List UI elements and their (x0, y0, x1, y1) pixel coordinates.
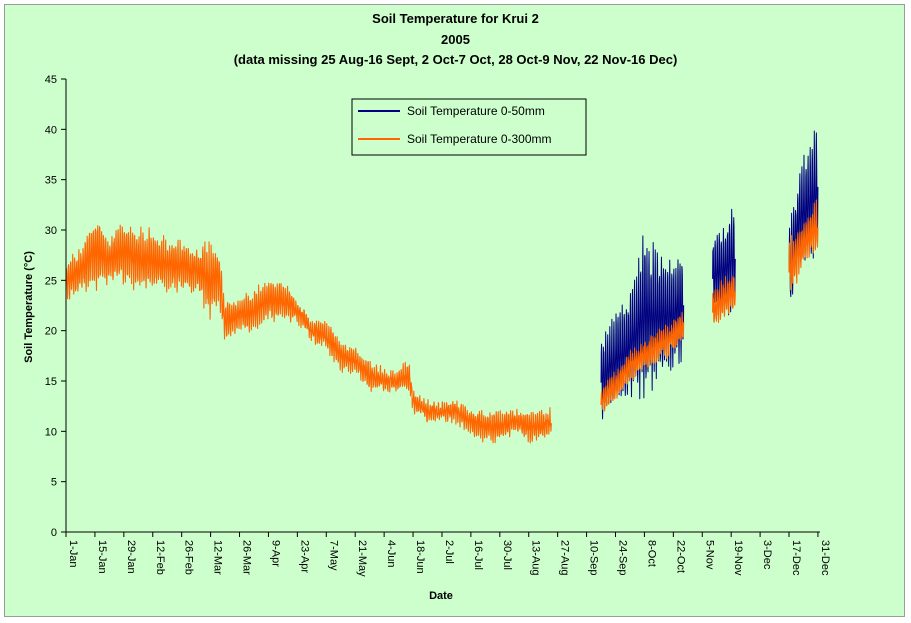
x-tick-label: 30-Jul (501, 540, 513, 570)
y-tick-label: 10 (45, 426, 57, 438)
x-tick-label: 7-May (327, 540, 339, 571)
chart-note: (data missing 25 Aug-16 Sept, 2 Oct-7 Oc… (233, 52, 678, 67)
y-tick-label: 45 (45, 74, 57, 86)
x-tick-label: 12-Mar (212, 540, 224, 575)
axes-layer: 0 5 10 15 20 25 30 35 40 45 1-Jan 15-Jan 29-Jan 12-Fe… (45, 74, 831, 577)
x-tick-label: 3-Dec (761, 540, 773, 570)
x-tick-label: 9-Apr (269, 540, 281, 567)
x-axis-title: Date (429, 590, 453, 602)
y-tick-label: 0 (51, 527, 57, 539)
x-tick-label: 10-Sep (588, 540, 600, 575)
x-tick-label: 2-Jul (443, 540, 455, 564)
series-line-1 (65, 199, 819, 444)
x-tick-label: 1-Jan (67, 540, 79, 568)
x-tick-label: 23-Apr (298, 540, 310, 573)
y-tick-label: 40 (45, 124, 57, 136)
x-tick-label: 26-Feb (183, 540, 195, 575)
x-tick-label: 15-Jan (96, 540, 108, 574)
x-tick-label: 26-Mar (241, 540, 253, 575)
y-tick-label: 30 (45, 225, 57, 237)
legend-box (351, 98, 587, 156)
x-tick-label: 13-Aug (530, 540, 542, 575)
x-tick-label: 31-Dec (819, 540, 831, 576)
x-tick-label: 24-Sep (616, 540, 628, 575)
legend-label-series-0: Soil Temperature 0-50mm (407, 104, 545, 118)
y-tick-label: 20 (45, 326, 57, 338)
x-tick-label: 17-Dec (790, 540, 802, 576)
y-tick-label: 15 (45, 376, 57, 388)
y-tick-label: 5 (51, 477, 57, 489)
legend-label-series-1: Soil Temperature 0-300mm (407, 132, 552, 146)
x-tick-label: 22-Oct (674, 540, 686, 573)
x-tick-label: 29-Jan (125, 540, 137, 574)
x-tick-label: 4-Jun (385, 540, 397, 568)
chart-title: Soil Temperature for Krui 2 (372, 11, 539, 26)
y-tick-label: 35 (45, 175, 57, 187)
legend: Soil Temperature 0-50mm Soil Temperature… (351, 98, 587, 156)
x-tick-label: 27-Aug (559, 540, 571, 575)
x-tick-label: 12-Feb (154, 540, 166, 575)
y-tick-label: 25 (45, 275, 57, 287)
y-axis-title: Soil Temperature (°C) (23, 251, 35, 363)
x-tick-label: 19-Nov (732, 540, 744, 576)
plot-layer (65, 130, 819, 444)
x-tick-label: 16-Jul (472, 540, 484, 570)
x-tick-label: 5-Nov (703, 540, 715, 570)
x-tick-label: 21-May (356, 540, 368, 577)
x-tick-label: 8-Oct (645, 540, 657, 567)
chart-subtitle: 2005 (441, 32, 470, 47)
x-tick-label: 18-Jun (414, 540, 426, 574)
